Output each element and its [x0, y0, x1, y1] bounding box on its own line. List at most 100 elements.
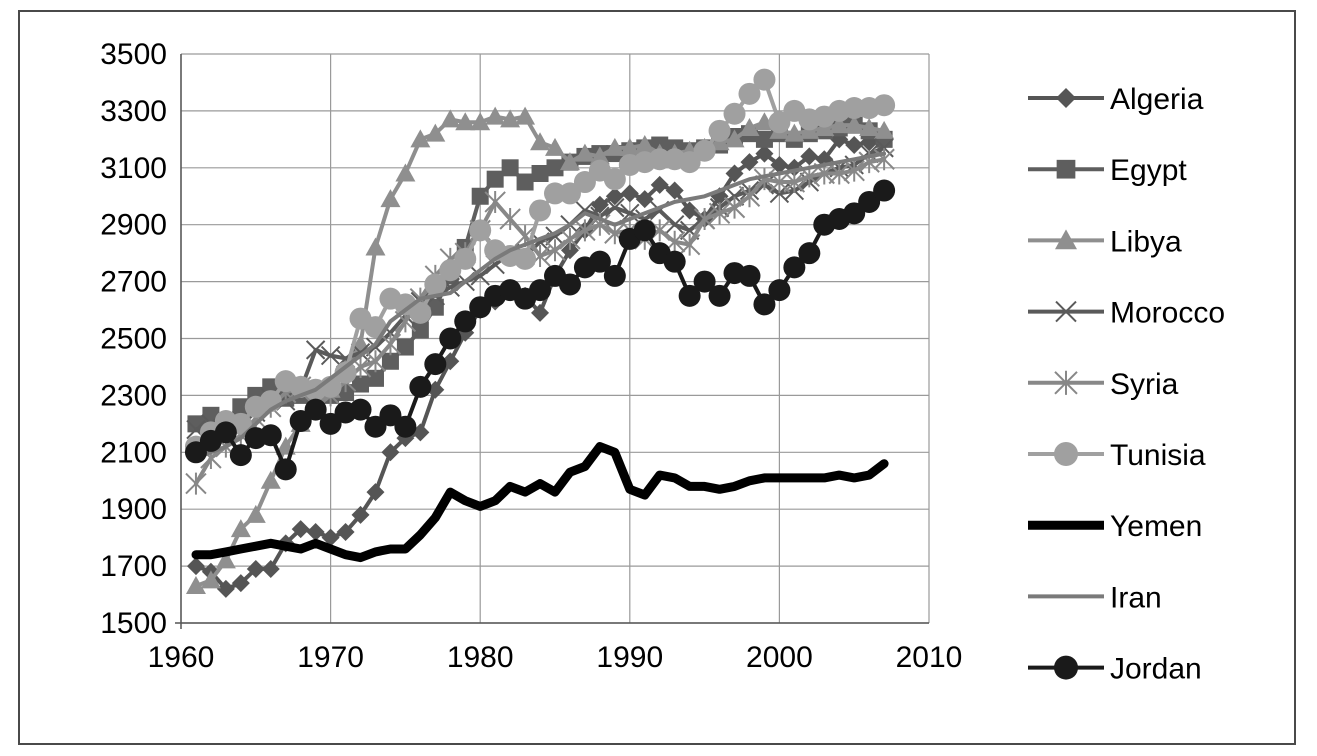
data-point-algeria — [620, 184, 639, 203]
data-point-syria — [364, 350, 387, 373]
data-point-morocco — [470, 266, 490, 286]
data-point-algeria — [845, 136, 864, 155]
data-point-libya — [410, 129, 431, 148]
data-point-jordan — [678, 284, 701, 307]
data-point-egypt — [366, 369, 384, 387]
data-point-libya — [395, 163, 416, 182]
y-tick-label: 1500 — [100, 607, 167, 640]
data-point-algeria — [366, 483, 385, 502]
data-point-libya — [245, 504, 266, 523]
x-tick-label: 2000 — [746, 641, 813, 674]
data-point-egypt — [411, 321, 429, 339]
data-point-jordan — [469, 296, 492, 319]
series-line-iran — [194, 151, 887, 460]
data-point-algeria — [261, 559, 280, 578]
data-point-egypt — [531, 164, 549, 182]
data-point-libya — [874, 120, 895, 139]
x-tick-label: 1990 — [596, 641, 663, 674]
data-point-libya — [185, 576, 206, 595]
data-point-syria — [843, 159, 865, 182]
data-point-tunisia — [529, 199, 552, 222]
data-point-egypt — [546, 159, 564, 177]
data-point-tunisia — [439, 259, 462, 282]
series-iran — [194, 151, 887, 460]
data-point-jordan — [783, 256, 806, 279]
data-point-jordan — [603, 264, 626, 287]
x-tick-label: 2010 — [896, 641, 963, 674]
legend-item-yemen: Yemen — [1028, 510, 1202, 543]
data-point-algeria — [725, 164, 744, 183]
legend-label: Jordan — [1110, 653, 1202, 686]
data-point-jordan — [708, 284, 731, 307]
data-point-tunisia — [768, 111, 791, 134]
data-point-libya — [425, 123, 446, 142]
data-point-tunisia — [573, 171, 596, 194]
y-tick-label: 3100 — [100, 152, 167, 185]
data-point-egypt — [381, 352, 399, 370]
legend-label: Syria — [1110, 368, 1179, 401]
y-tick-label: 1900 — [100, 493, 167, 526]
data-point-jordan — [319, 412, 342, 435]
data-point-tunisia — [693, 139, 716, 162]
legend-label: Yemen — [1110, 510, 1202, 543]
legend-label: Libya — [1110, 225, 1182, 258]
data-point-libya — [455, 112, 476, 131]
data-point-algeria — [680, 201, 699, 220]
legend: Algeria Egypt Libya Morocco Syria Tunisia Yeme… — [1028, 83, 1225, 686]
data-point-jordan — [454, 310, 477, 333]
data-point-syria — [544, 239, 566, 262]
data-point-jordan — [439, 327, 462, 350]
data-point-algeria — [216, 579, 235, 598]
data-point-morocco — [305, 340, 326, 360]
data-point-tunisia — [678, 151, 701, 174]
data-point-libya — [485, 106, 506, 125]
data-point-jordan — [364, 415, 387, 438]
data-point-algeria — [381, 443, 400, 462]
data-point-jordan — [289, 410, 312, 433]
data-point-jordan — [394, 415, 417, 438]
legend-marker — [1054, 442, 1078, 466]
data-point-egypt — [396, 338, 414, 356]
legend-label: Egypt — [1110, 154, 1187, 187]
data-point-jordan — [738, 264, 761, 287]
data-point-jordan — [214, 421, 237, 444]
data-point-syria — [723, 196, 746, 219]
y-tick-label: 1700 — [100, 550, 167, 583]
data-point-tunisia — [424, 273, 447, 296]
data-point-libya — [574, 143, 595, 162]
data-point-syria — [783, 171, 806, 194]
data-point-algeria — [635, 190, 654, 209]
data-point-syria — [738, 185, 761, 208]
data-point-jordan — [379, 404, 402, 427]
data-point-algeria — [740, 153, 759, 172]
data-point-jordan — [229, 444, 252, 467]
legend-label: Tunisia — [1110, 439, 1206, 472]
data-point-libya — [365, 237, 386, 256]
data-point-jordan — [693, 270, 716, 293]
legend-item-egypt: Egypt — [1028, 154, 1187, 187]
data-point-syria — [559, 227, 581, 250]
data-point-algeria — [755, 144, 774, 163]
legend-marker — [1054, 370, 1078, 395]
data-point-syria — [379, 333, 402, 356]
series-jordan — [184, 179, 896, 481]
legend-item-syria: Syria — [1028, 368, 1179, 401]
data-point-egypt — [755, 130, 773, 148]
legend-item-jordan: Jordan — [1028, 653, 1202, 686]
legend-marker — [1054, 655, 1078, 680]
data-point-jordan — [873, 179, 896, 202]
data-point-jordan — [798, 242, 821, 265]
data-point-tunisia — [708, 119, 731, 142]
data-point-tunisia — [753, 68, 776, 91]
data-point-tunisia — [723, 102, 746, 125]
data-point-algeria — [650, 175, 669, 194]
axes — [175, 54, 929, 629]
data-point-libya — [260, 470, 281, 489]
data-point-libya — [545, 137, 565, 156]
legend-marker — [1055, 300, 1077, 323]
data-point-jordan — [349, 398, 372, 421]
data-point-syria — [484, 190, 506, 213]
data-point-libya — [530, 132, 551, 151]
y-tick-label: 2300 — [100, 379, 167, 412]
data-point-libya — [470, 112, 491, 131]
